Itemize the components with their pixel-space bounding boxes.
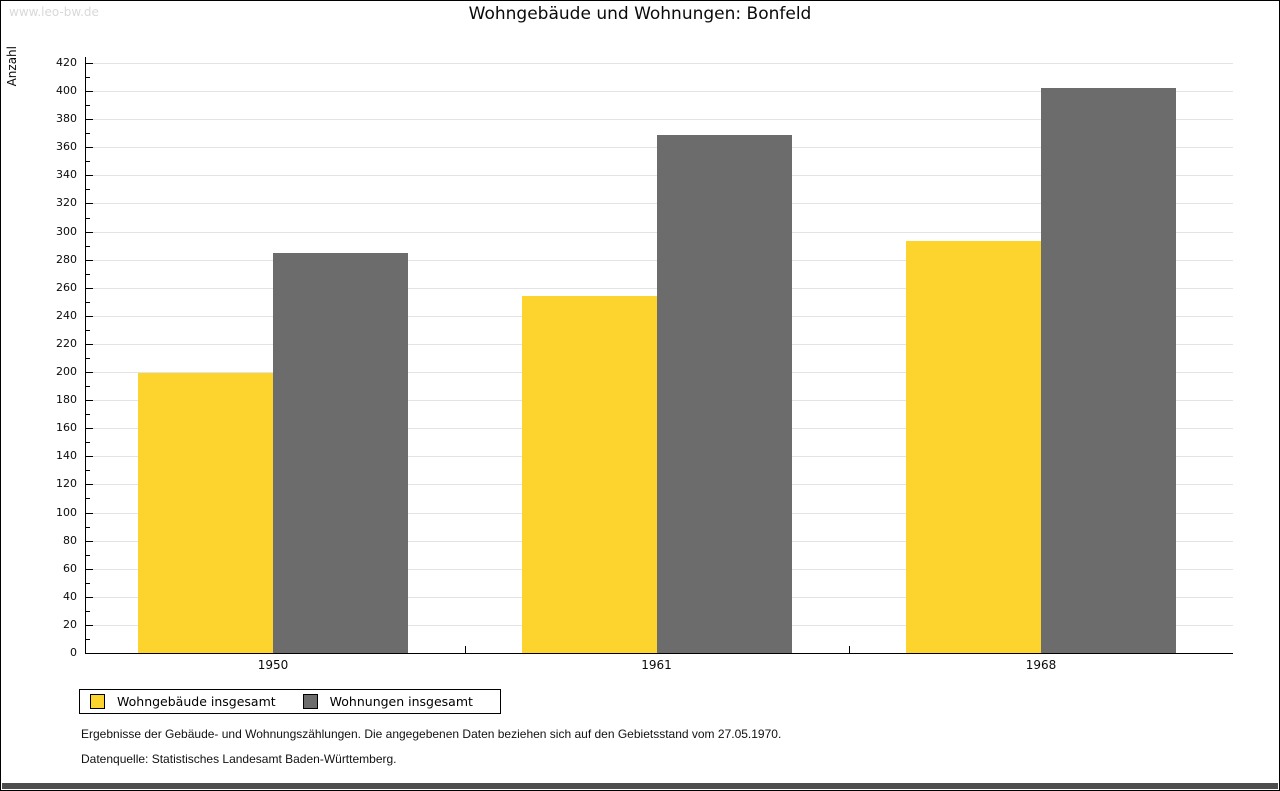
x-tick-label-1968: 1968 (1025, 658, 1057, 672)
y-tick-30 (86, 610, 90, 612)
y-tick-label-200: 200 (56, 365, 77, 379)
y-tick-label-320: 320 (56, 196, 77, 210)
y-axis-title: Anzahl (5, 46, 19, 87)
gridline-420 (86, 63, 1233, 64)
y-tick-130 (86, 470, 90, 472)
y-tick-label-80: 80 (63, 533, 77, 547)
y-tick-310 (86, 217, 90, 219)
y-tick-40 (86, 596, 93, 598)
y-tick-330 (86, 189, 90, 191)
y-tick-410 (86, 77, 90, 79)
y-tick-label-380: 380 (56, 112, 77, 126)
y-tick-290 (86, 245, 90, 247)
y-tick-190 (86, 386, 90, 388)
y-tick-320 (86, 203, 93, 205)
y-tick-100 (86, 512, 93, 514)
bar-wohngebaeude-1950 (138, 373, 273, 653)
y-axis-line (85, 57, 86, 654)
y-tick-200 (86, 372, 93, 374)
y-tick-120 (86, 484, 93, 486)
y-tick-90 (86, 526, 90, 528)
y-tick-140 (86, 456, 93, 458)
y-tick-label-360: 360 (56, 140, 77, 154)
gridline-400 (86, 91, 1233, 93)
y-tick-230 (86, 329, 90, 331)
y-tick-420 (86, 63, 93, 64)
gridline-380 (86, 119, 1233, 121)
y-tick-label-60: 60 (63, 561, 77, 575)
y-tick-50 (86, 582, 90, 584)
y-tick-220 (86, 343, 93, 345)
y-tick-20 (86, 624, 93, 626)
y-tick-10 (86, 638, 90, 640)
y-tick-label-240: 240 (56, 308, 77, 322)
x-boundary-tick-0 (464, 646, 466, 653)
chart-title: Wohngebäude und Wohnungen: Bonfeld (468, 4, 812, 24)
y-tick-390 (86, 105, 90, 107)
y-tick-350 (86, 161, 90, 163)
y-tick-170 (86, 414, 90, 416)
y-tick-label-280: 280 (56, 252, 77, 266)
y-tick-label-140: 140 (56, 449, 77, 463)
y-tick-label-260: 260 (56, 280, 77, 294)
site-watermark: www.leo-bw.de (9, 5, 99, 19)
y-tick-150 (86, 442, 90, 444)
y-tick-400 (86, 91, 93, 93)
y-tick-70 (86, 554, 90, 556)
footnote-gebietsstand: Ergebnisse der Gebäude- und Wohnungszähl… (81, 727, 782, 741)
y-tick-80 (86, 540, 93, 542)
y-tick-210 (86, 358, 90, 359)
y-tick-label-420: 420 (56, 56, 77, 69)
y-tick-110 (86, 498, 90, 500)
y-tick-160 (86, 428, 93, 430)
footnote-datenquelle: Datenquelle: Statistisches Landesamt Bad… (81, 752, 397, 766)
y-tick-label-300: 300 (56, 224, 77, 238)
bar-wohngebaeude-1961 (521, 296, 657, 653)
y-tick-label-0: 0 (70, 646, 77, 659)
x-tick-label-1961: 1961 (641, 658, 672, 672)
y-tick-label-40: 40 (63, 589, 77, 603)
x-boundary-tick-1 (848, 646, 850, 653)
bar-wohngebaeude-1968 (906, 241, 1041, 653)
y-tick-label-100: 100 (56, 505, 77, 519)
x-tick-label-1950: 1950 (257, 658, 289, 672)
y-tick-340 (86, 175, 93, 177)
y-tick-label-180: 180 (56, 393, 77, 407)
y-tick-270 (86, 273, 90, 275)
y-tick-label-20: 20 (63, 617, 77, 631)
bar-wohnungen-1968 (1041, 88, 1176, 653)
y-tick-260 (86, 287, 93, 289)
x-axis-line (85, 653, 1233, 654)
y-tick-360 (86, 147, 93, 149)
y-tick-250 (86, 301, 90, 303)
y-tick-label-220: 220 (56, 336, 77, 350)
y-tick-label-160: 160 (56, 421, 77, 435)
y-tick-label-120: 120 (56, 477, 77, 491)
y-tick-280 (86, 259, 93, 261)
y-tick-370 (86, 133, 90, 135)
legend-swatch-wohnungen (302, 694, 318, 709)
y-tick-label-400: 400 (56, 84, 77, 98)
bar-wohnungen-1961 (656, 134, 792, 653)
y-tick-380 (86, 119, 93, 121)
legend-label-wohngebaeude: Wohngebäude insgesamt (117, 694, 276, 709)
y-tick-180 (86, 400, 93, 402)
y-tick-label-340: 340 (56, 168, 77, 182)
legend-label-wohnungen: Wohnungen insgesamt (329, 694, 473, 709)
legend: Wohngebäude insgesamt Wohnungen insgesam… (79, 689, 501, 714)
y-tick-60 (86, 568, 93, 570)
bar-wohnungen-1950 (273, 252, 408, 653)
y-tick-240 (86, 315, 93, 317)
legend-swatch-wohngebaeude (90, 694, 105, 709)
y-tick-300 (86, 231, 93, 233)
bottom-window-strip (2, 783, 1278, 789)
